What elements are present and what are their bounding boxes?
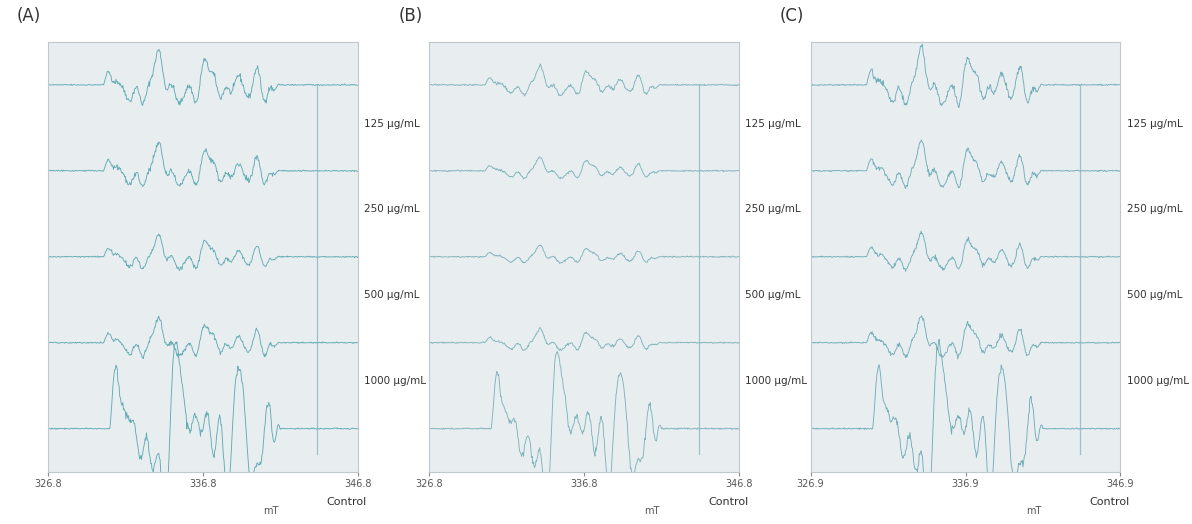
Text: 250 μg/mL: 250 μg/mL bbox=[364, 204, 420, 214]
Text: 500 μg/mL: 500 μg/mL bbox=[745, 290, 801, 300]
Text: 1000 μg/mL: 1000 μg/mL bbox=[745, 376, 807, 386]
Text: (B): (B) bbox=[398, 7, 422, 25]
Text: 125 μg/mL: 125 μg/mL bbox=[364, 118, 420, 128]
Text: 1000 μg/mL: 1000 μg/mL bbox=[364, 376, 426, 386]
Text: 1000 μg/mL: 1000 μg/mL bbox=[1126, 376, 1188, 386]
Text: (A): (A) bbox=[17, 7, 41, 25]
Text: mT: mT bbox=[263, 506, 279, 516]
Text: mT: mT bbox=[1026, 506, 1042, 516]
Text: 125 μg/mL: 125 μg/mL bbox=[1126, 118, 1182, 128]
Text: 250 μg/mL: 250 μg/mL bbox=[745, 204, 801, 214]
Text: Control: Control bbox=[327, 497, 367, 507]
Text: mT: mT bbox=[645, 506, 660, 516]
Text: Control: Control bbox=[708, 497, 749, 507]
Text: 250 μg/mL: 250 μg/mL bbox=[1126, 204, 1182, 214]
Text: (C): (C) bbox=[780, 7, 803, 25]
Text: 125 μg/mL: 125 μg/mL bbox=[745, 118, 801, 128]
Text: 500 μg/mL: 500 μg/mL bbox=[364, 290, 420, 300]
Text: Control: Control bbox=[1089, 497, 1130, 507]
Text: 500 μg/mL: 500 μg/mL bbox=[1126, 290, 1182, 300]
